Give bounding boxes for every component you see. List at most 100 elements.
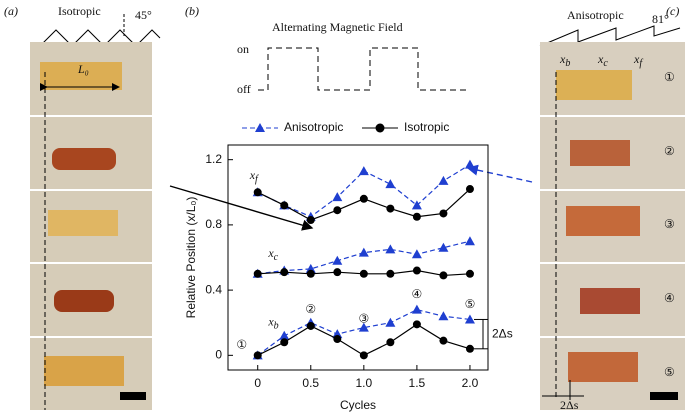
position-label-main: x bbox=[559, 52, 566, 66]
position-label: xb bbox=[559, 52, 570, 70]
x-tick-label: 1.5 bbox=[409, 376, 426, 390]
step-annotation: ⑤ bbox=[465, 297, 476, 311]
point bbox=[305, 263, 316, 273]
step-label: ③ bbox=[664, 217, 675, 231]
field-title: Alternating Magnetic Field bbox=[272, 20, 403, 34]
series-line bbox=[257, 240, 471, 275]
point bbox=[438, 242, 449, 252]
point bbox=[332, 329, 343, 339]
x-tick-label: 1.0 bbox=[355, 376, 372, 390]
point bbox=[358, 166, 369, 176]
chart: 0 0.4 0.8 1.2 0 0.5 1.0 1.5 2.0 Cycles Relative Po… bbox=[184, 120, 513, 412]
position-label-sub: f bbox=[639, 58, 643, 69]
point bbox=[411, 200, 422, 210]
plot-frame bbox=[227, 144, 489, 371]
point bbox=[358, 322, 369, 332]
point bbox=[306, 269, 315, 278]
step-label: ② bbox=[664, 144, 675, 158]
step-annotation: ③ bbox=[358, 312, 369, 326]
point bbox=[280, 338, 289, 347]
panel-label: (a) bbox=[4, 4, 18, 18]
series-line bbox=[257, 309, 471, 356]
point bbox=[465, 269, 474, 278]
point bbox=[412, 212, 421, 221]
step-annotation: ① bbox=[236, 338, 247, 352]
curve-label-main: x bbox=[267, 246, 274, 260]
point bbox=[464, 314, 475, 324]
point bbox=[280, 201, 289, 210]
step-annotation: ④ bbox=[412, 287, 423, 301]
sawtooth bbox=[539, 25, 681, 47]
point bbox=[306, 321, 315, 330]
arrow bbox=[169, 185, 314, 231]
point bbox=[333, 268, 342, 277]
y-tick-label: 0.4 bbox=[205, 282, 222, 296]
legend-label: Isotropic bbox=[404, 120, 449, 134]
point bbox=[439, 336, 448, 345]
point bbox=[279, 330, 290, 340]
point bbox=[359, 269, 368, 278]
angle-label: 81° bbox=[652, 12, 669, 26]
position-label-main: x bbox=[633, 52, 640, 66]
step-annotation: ② bbox=[305, 302, 316, 316]
point bbox=[333, 206, 342, 215]
point bbox=[385, 179, 396, 189]
photo-stack-a bbox=[30, 42, 152, 410]
curve-label: xb bbox=[267, 314, 278, 332]
position-label: xc bbox=[597, 52, 608, 70]
point bbox=[385, 244, 396, 254]
point bbox=[386, 338, 395, 347]
point bbox=[412, 320, 421, 329]
point bbox=[386, 204, 395, 213]
legend-label: Anisotropic bbox=[284, 120, 343, 134]
curve-label-sub: f bbox=[255, 174, 259, 185]
legend-marker bbox=[375, 123, 385, 133]
y-tick-label: 0.8 bbox=[205, 217, 222, 231]
x-tick-label: 0 bbox=[254, 376, 261, 390]
point bbox=[333, 335, 342, 344]
curve-label: xf bbox=[249, 168, 259, 186]
angle-label: 45° bbox=[135, 8, 152, 22]
x-tick-label: 2.0 bbox=[462, 376, 479, 390]
x-axis-label: Cycles bbox=[340, 398, 376, 412]
x-tick-label: 0.5 bbox=[302, 376, 319, 390]
curve-label-main: x bbox=[249, 168, 256, 182]
legend-marker bbox=[255, 123, 265, 132]
curve-label-sub: c bbox=[274, 253, 279, 264]
point bbox=[253, 351, 262, 360]
point bbox=[465, 344, 474, 353]
shift-label: 2Δs bbox=[560, 398, 579, 412]
point bbox=[253, 188, 262, 197]
position-label-main: x bbox=[597, 52, 604, 66]
point bbox=[359, 194, 368, 203]
curve-label-sub: b bbox=[274, 321, 279, 332]
shift-label: 2Δs bbox=[492, 326, 513, 340]
y-tick-label: 0 bbox=[215, 347, 222, 361]
field-off: off bbox=[237, 82, 251, 96]
y-axis-label: Relative Position (x/L₀) bbox=[184, 197, 198, 319]
photo-stack-c bbox=[540, 42, 685, 410]
step-label: ⑤ bbox=[664, 365, 675, 379]
point bbox=[332, 255, 343, 265]
point bbox=[465, 185, 474, 194]
point bbox=[306, 216, 315, 224]
curve-label-main: x bbox=[267, 314, 274, 328]
panel-title: Isotropic bbox=[58, 4, 101, 18]
panel-title: Anisotropic bbox=[567, 8, 624, 22]
point bbox=[439, 209, 448, 218]
point bbox=[438, 175, 449, 185]
panel-label: (b) bbox=[185, 4, 199, 18]
point bbox=[358, 247, 369, 257]
step-label: ④ bbox=[664, 291, 675, 305]
point bbox=[464, 159, 475, 169]
curve-label: xc bbox=[267, 246, 278, 264]
point bbox=[464, 236, 475, 246]
step-label: ① bbox=[664, 70, 675, 84]
point bbox=[280, 268, 289, 277]
point bbox=[332, 192, 343, 202]
series-line bbox=[257, 188, 471, 221]
y-tick-label: 1.2 bbox=[205, 152, 222, 166]
point bbox=[385, 317, 396, 327]
point bbox=[412, 266, 421, 275]
panel-label: (c) bbox=[666, 4, 679, 18]
